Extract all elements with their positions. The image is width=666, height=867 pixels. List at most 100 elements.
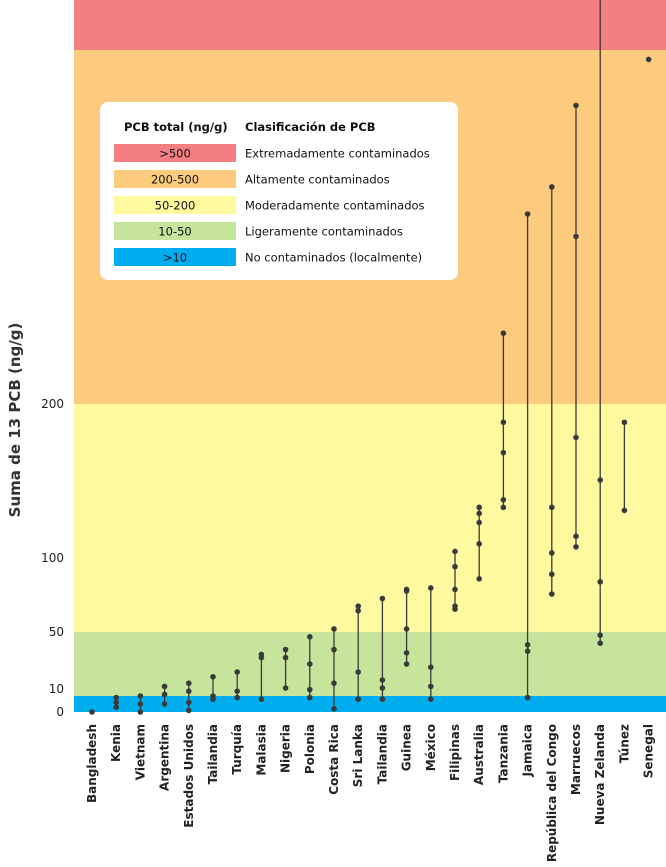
y-tick-0: 0 (56, 705, 64, 719)
data-point (573, 434, 579, 441)
legend-label: Ligeramente contaminados (245, 225, 403, 239)
series-23 (645, 56, 652, 63)
series-layer (89, 0, 652, 715)
x-label-2: Vietnam (133, 724, 147, 780)
data-point (331, 626, 337, 632)
data-point (549, 504, 555, 511)
data-point (452, 603, 458, 609)
x-label-23: Senegal (642, 724, 656, 778)
data-point (186, 680, 192, 686)
data-point (597, 579, 603, 585)
data-point (282, 646, 289, 653)
series-17 (500, 330, 507, 511)
legend-range: 200-500 (151, 173, 199, 187)
legend-range: >500 (159, 147, 191, 161)
data-point (379, 685, 386, 691)
series-6 (234, 669, 240, 701)
series-16 (476, 504, 483, 582)
x-label-5: Tailandia (206, 724, 220, 784)
data-point (355, 669, 362, 675)
y-tick-10: 10 (49, 682, 64, 696)
data-point (500, 419, 507, 426)
data-point (428, 664, 434, 670)
data-point (113, 694, 119, 701)
x-label-15: Filipinas (448, 724, 462, 781)
series-11 (355, 603, 362, 702)
data-point (307, 686, 313, 693)
data-point (549, 591, 555, 597)
data-point (573, 544, 579, 550)
legend-label: No contaminados (localmente) (245, 251, 422, 265)
series-8 (282, 646, 289, 691)
band-1 (74, 632, 666, 696)
data-point (331, 680, 337, 686)
data-point (476, 504, 483, 511)
x-label-1: Kenia (109, 724, 123, 762)
data-point (500, 449, 507, 456)
legend-label: Extremadamente contaminados (245, 147, 430, 161)
band-0 (74, 696, 666, 712)
series-22 (621, 419, 628, 514)
data-point (210, 674, 216, 680)
data-point (428, 683, 434, 690)
series-0 (89, 709, 95, 715)
band-4 (74, 0, 666, 50)
data-point (573, 233, 579, 240)
y-tick-50: 50 (49, 625, 64, 639)
data-point (331, 706, 337, 712)
x-label-20: Marruecos (569, 724, 583, 795)
data-point (379, 677, 386, 683)
y-axis-ticks: 0 10 50 100 200 (41, 397, 64, 719)
x-label-6: Turquía (230, 724, 244, 775)
x-label-0: Bangladesh (85, 724, 99, 803)
x-label-22: Túnez (617, 724, 631, 763)
data-point (137, 693, 144, 699)
data-point (210, 693, 216, 699)
data-point (428, 696, 434, 702)
data-point (524, 648, 531, 654)
data-point (452, 548, 458, 555)
legend-swatch (114, 144, 236, 162)
data-point (137, 709, 144, 715)
series-1 (113, 694, 119, 710)
legend-row-4: >10 No contaminados (localmente) (114, 248, 422, 266)
data-point (307, 634, 313, 640)
data-point (137, 701, 144, 707)
series-3 (161, 683, 168, 707)
data-point (500, 496, 507, 503)
data-point (621, 419, 628, 426)
data-point (113, 704, 119, 710)
series-21 (597, 0, 603, 646)
legend-header-class: Clasificación de PCB (245, 120, 376, 134)
data-point (234, 669, 240, 675)
legend-row-2: 50-200 Moderadamente contaminados (114, 196, 425, 214)
data-point (258, 651, 265, 658)
data-point (307, 661, 313, 667)
legend-range: >10 (163, 251, 187, 265)
band-2 (74, 404, 666, 632)
data-point (234, 688, 240, 694)
x-label-16: Australia (472, 724, 486, 785)
legend-swatch (114, 222, 236, 240)
data-point (476, 510, 483, 517)
series-20 (573, 102, 579, 550)
data-point (403, 661, 410, 667)
data-point (355, 603, 362, 609)
data-point (476, 576, 483, 582)
data-point (403, 650, 410, 656)
data-point (524, 642, 531, 648)
data-point (186, 699, 192, 706)
data-point (258, 696, 265, 702)
data-point (476, 519, 483, 526)
legend-label: Altamente contaminados (245, 173, 390, 187)
data-point (621, 507, 628, 514)
data-point (549, 571, 555, 578)
data-point (452, 586, 458, 593)
data-point (573, 533, 579, 540)
legend-swatch (114, 170, 236, 188)
x-label-10: Costa Rica (327, 724, 341, 795)
data-point (379, 696, 386, 702)
series-4 (186, 680, 192, 714)
series-7 (258, 651, 265, 702)
